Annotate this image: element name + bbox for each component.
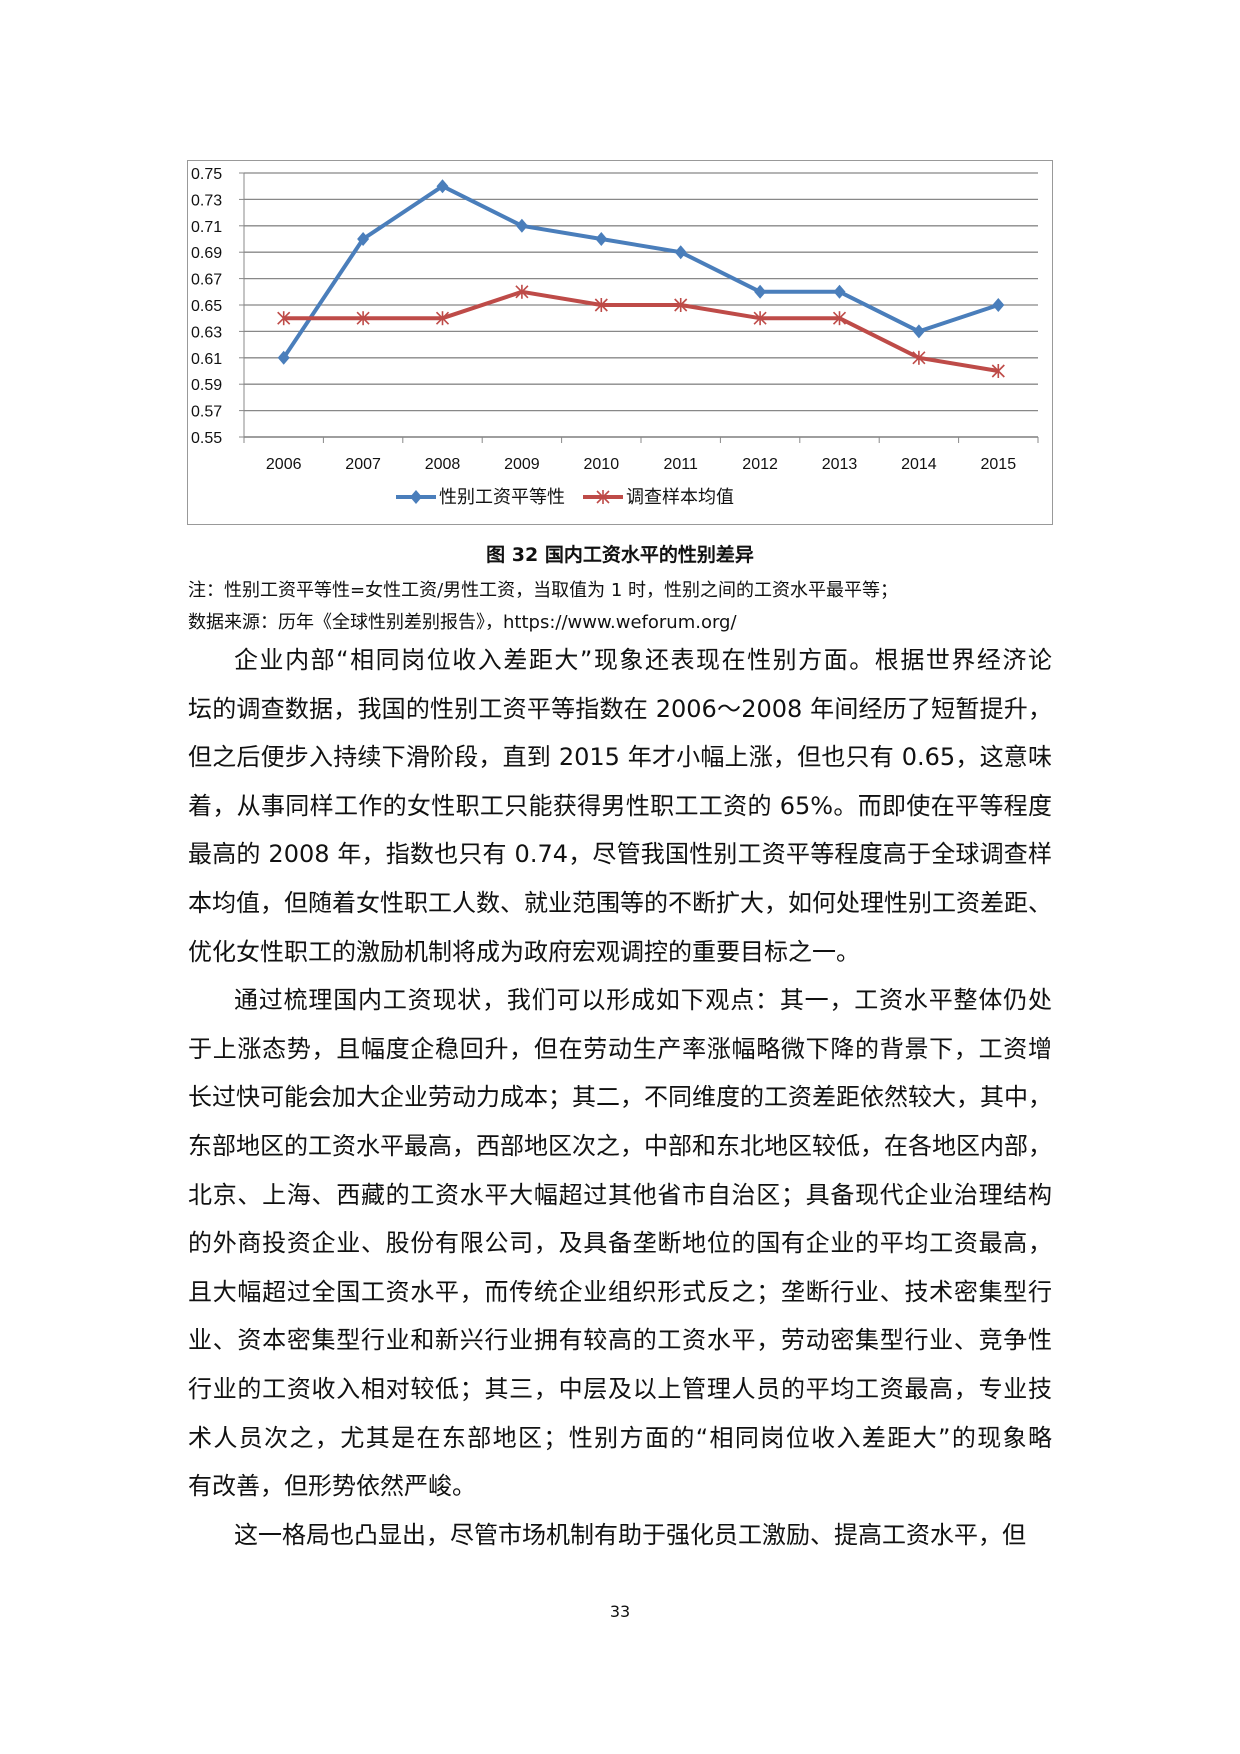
paragraph-line: 业、资本密集型行业和新兴行业拥有较高的工资水平，劳动密集型行业、竞争性 — [188, 1326, 1052, 1355]
y-tick-label: 0.73 — [191, 192, 222, 209]
page-number: 33 — [609, 1602, 631, 1621]
data-point — [833, 284, 846, 299]
x-tick-label: 2012 — [742, 456, 778, 473]
y-tick-label: 0.71 — [191, 219, 222, 236]
legend-marker — [410, 490, 422, 504]
data-point — [277, 350, 290, 365]
x-tick-label: 2013 — [822, 456, 858, 473]
x-tick-label: 2015 — [981, 456, 1017, 473]
paragraph-line: 最高的 2008 年，指数也只有 0.74，尽管我国性别工资平等程度高于全球调查… — [188, 840, 1052, 869]
x-tick-label: 2009 — [504, 456, 540, 473]
data-point — [674, 245, 687, 260]
paragraph-line: 长过快可能会加大企业劳动力成本；其二，不同维度的工资差距依然较大，其中， — [188, 1083, 1052, 1112]
x-tick-label: 2010 — [584, 456, 620, 473]
paragraph-line: 着，从事同样工作的女性职工只能获得男性职工工资的 65%。而即使在平等程度 — [188, 791, 1052, 820]
paragraph-line: 有改善，但形势依然严峻。 — [188, 1472, 476, 1501]
figure-caption: 图 32 国内工资水平的性别差异 — [486, 544, 754, 566]
data-point — [595, 232, 608, 246]
data-point — [436, 179, 449, 194]
paragraph-line: 本均值，但随着女性职工人数、就业范围等的不断扩大，如何处理性别工资差距、 — [188, 888, 1052, 917]
paragraph-line: 但之后便步入持续下滑阶段，直到 2015 年才小幅上涨，但也只有 0.65，这意… — [188, 743, 1052, 772]
paragraph-line: 术人员次之，尤其是在东部地区；性别方面的“相同岗位收入差距大”的现象略 — [188, 1423, 1052, 1452]
series-line-1 — [283, 289, 999, 373]
y-tick-label: 0.67 — [191, 272, 222, 289]
x-tick-label: 2006 — [266, 456, 302, 473]
y-tick-label: 0.61 — [191, 351, 222, 368]
paragraph-line: 企业内部“相同岗位收入差距大”现象还表现在性别方面。根据世界经济论 — [234, 646, 1052, 674]
y-tick-label: 0.63 — [191, 324, 222, 341]
paragraph-line: 行业的工资收入相对较低；其三，中层及以上管理人员的平均工资最高，专业技 — [188, 1374, 1052, 1403]
y-tick-label: 0.55 — [191, 430, 222, 447]
data-point — [515, 218, 528, 233]
y-tick-label: 0.75 — [191, 166, 222, 183]
y-tick-label: 0.59 — [191, 377, 222, 394]
paragraph-line: 这一格局也凸显出，尽管市场机制有助于强化员工激励、提高工资水平，但 — [234, 1520, 1026, 1549]
data-point — [357, 232, 370, 246]
paragraph-line: 于上涨态势，且幅度企稳回升，但在劳动生产率涨幅略微下降的背景下，工资增 — [188, 1034, 1052, 1063]
data-point — [754, 284, 767, 299]
figure-source: 数据来源：历年《全球性别差别报告》，https://www.weforum.or… — [188, 612, 737, 633]
x-tick-label: 2007 — [345, 456, 381, 473]
x-tick-label: 2014 — [901, 456, 937, 473]
series-line-0 — [282, 184, 999, 359]
body-text: 企业内部“相同岗位收入差距大”现象还表现在性别方面。根据世界经济论坛的调查数据，… — [188, 636, 1052, 1559]
y-tick-label: 0.65 — [191, 298, 222, 315]
x-tick-label: 2011 — [663, 456, 698, 473]
y-tick-label: 0.69 — [191, 245, 222, 262]
paragraph-line: 坛的调查数据，我国的性别工资平等指数在 2006～2008 年间经历了短暂提升， — [188, 694, 1052, 723]
data-point — [912, 324, 925, 339]
paragraph-line: 东部地区的工资水平最高，西部地区次之，中部和东北地区较低，在各地区内部， — [188, 1131, 1052, 1160]
x-tick-label: 2008 — [425, 456, 461, 473]
paragraph-line: 且大幅超过全国工资水平，而传统企业组织形式反之；垄断行业、技术密集型行 — [188, 1277, 1052, 1306]
paragraph-line: 通过梳理国内工资现状，我们可以形成如下观点：其一，工资水平整体仍处 — [234, 986, 1052, 1015]
paragraph-line: 优化女性职工的激励机制将成为政府宏观调控的重要目标之一。 — [188, 937, 860, 966]
paragraph-line: 的外商投资企业、股份有限公司，及具备垄断地位的国有企业的平均工资最高， — [188, 1229, 1052, 1258]
line-chart: 0.55 0.57 0.59 0.61 0.63 0.65 0.67 0.69 0.71 0.73… — [187, 160, 1053, 525]
figure-note: 注：性别工资平等性=女性工资/男性工资，当取值为 1 时，性别之间的工资水平最平… — [188, 580, 899, 601]
legend-label: 性别工资平等性 — [439, 487, 565, 508]
y-tick-label: 0.57 — [191, 404, 222, 421]
legend-label: 调查样本均值 — [626, 487, 734, 508]
data-point — [992, 298, 1005, 312]
paragraph-line: 北京、上海、西藏的工资水平大幅超过其他省市自治区；具备现代企业治理结构 — [188, 1180, 1052, 1209]
